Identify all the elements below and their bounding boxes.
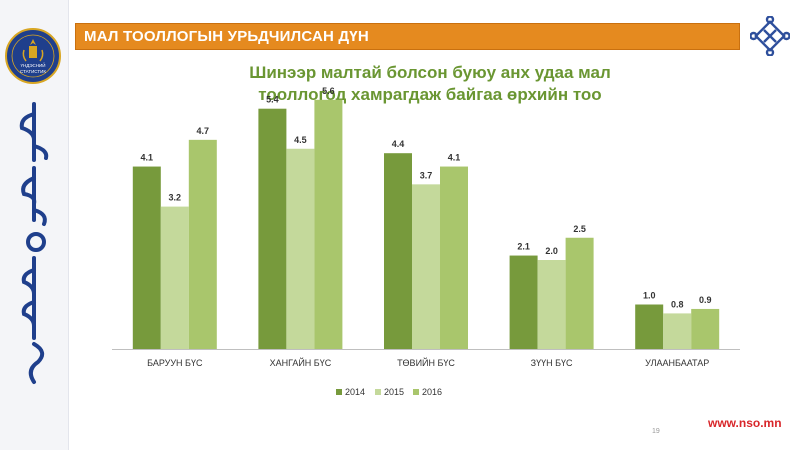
- data-label-2016-1: 4.7: [197, 126, 210, 136]
- bar-2016-3: [440, 166, 468, 349]
- logo-text-line1: ҮНДЭСНИЙ: [20, 61, 45, 68]
- data-label-2016-4: 2.5: [573, 224, 586, 234]
- data-label-2014-1: 4.1: [141, 153, 154, 163]
- legend-label-2016: 2016: [422, 387, 442, 397]
- category-label-2: ХАНГАЙН БҮС: [270, 357, 332, 368]
- data-label-2016-5: 0.9: [699, 295, 712, 305]
- data-label-2015-4: 2.0: [545, 246, 558, 256]
- bar-2015-3: [412, 184, 440, 349]
- data-label-2015-2: 4.5: [294, 135, 307, 145]
- category-label-3: ТӨВИЙН БҮС: [397, 357, 455, 368]
- chart-title-line1: Шинээр малтай болсон буюу анх удаа мал: [249, 63, 611, 82]
- legend-label-2014: 2014: [345, 387, 365, 397]
- data-label-2014-4: 2.1: [517, 242, 530, 252]
- bar-2015-2: [286, 148, 315, 349]
- chart-title: Шинээр малтай болсон буюу анх удаа мал т…: [150, 62, 710, 106]
- bar-2015-1: [160, 206, 189, 349]
- legend-swatch-2015: [375, 389, 381, 395]
- data-label-2015-5: 0.8: [671, 299, 684, 309]
- legend-swatch-2016: [413, 389, 419, 395]
- bar-2015-4: [537, 260, 566, 349]
- bar-2016-5: [691, 308, 720, 349]
- data-label-2015-1: 3.2: [169, 193, 182, 203]
- page-number: 19: [652, 428, 660, 435]
- chart-title-line2: тооллогод хамрагдаж байгаа өрхийн тоо: [258, 85, 602, 104]
- data-label-2014-5: 1.0: [643, 291, 656, 301]
- bar-2014-2: [258, 108, 287, 349]
- bar-2015-5: [663, 313, 692, 349]
- left-decorative-band: ҮНДЭСНИЙ СТАТИСТИК: [0, 0, 69, 450]
- bar-2014-3: [384, 153, 412, 349]
- bar-2016-4: [565, 237, 594, 349]
- bar-2016-1: [188, 139, 217, 349]
- category-label-1: БАРУУН БҮС: [147, 358, 203, 368]
- data-label-2016-3: 4.1: [448, 153, 461, 163]
- legend-swatch-2014: [336, 389, 342, 395]
- mongolian-script-decoration: [19, 102, 49, 384]
- nso-logo: ҮНДЭСНИЙ СТАТИСТИК: [5, 28, 61, 84]
- logo-text-line2: СТАТИСТИК: [20, 69, 46, 74]
- header-bar: МАЛ ТООЛЛОГЫН УРЬДЧИЛСАН ДҮН: [75, 23, 740, 50]
- category-label-5: УЛААНБААТАР: [645, 358, 709, 368]
- website-link[interactable]: www.nso.mn: [708, 416, 782, 430]
- bar-2016-2: [314, 99, 343, 349]
- legend-label-2015: 2015: [384, 387, 404, 397]
- endless-knot-icon: [750, 16, 790, 56]
- data-label-2014-2: 5.4: [266, 95, 279, 105]
- bar-2014-5: [635, 304, 664, 349]
- bar-2014-4: [509, 255, 538, 349]
- bar-2014-1: [132, 166, 161, 349]
- data-label-2014-3: 4.4: [392, 139, 405, 149]
- header-title: МАЛ ТООЛЛОГЫН УРЬДЧИЛСАН ДҮН: [84, 28, 369, 45]
- category-label-4: ЗҮҮН БҮС: [531, 358, 573, 368]
- data-label-2016-2: 5.6: [322, 86, 335, 96]
- data-label-2015-3: 3.7: [420, 170, 433, 180]
